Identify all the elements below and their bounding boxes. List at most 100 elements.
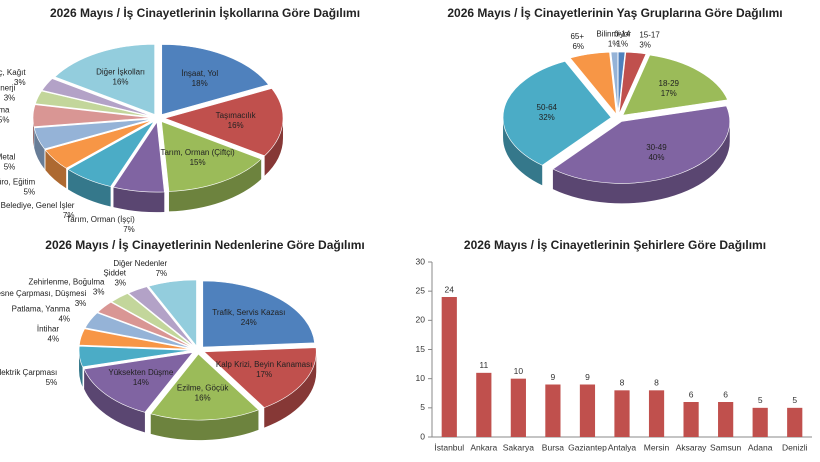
x-tick-label: Adana [748,442,773,452]
pie-slice [67,121,155,187]
slice-label: Diğer Nedenler [113,259,167,268]
slice-label: Metal [0,153,16,162]
pie-slice [203,347,317,408]
slice-depth [264,351,317,428]
slice-label: Diğer İşkolları [96,68,145,77]
x-tick-label: Denizli [782,442,808,452]
bar-value-label: 5 [792,395,797,405]
x-tick-label: Ankara [470,442,497,452]
bar [614,390,630,437]
slice-value-label: 1% [617,40,629,49]
pie-slice [97,301,193,348]
y-tick-label: 5 [420,402,425,412]
chart-title: 2026 Mayıs / İş Cinayetlerinin Yaş Grupl… [447,5,782,20]
bar-value-label: 8 [654,378,659,388]
slice-value-label: 24% [241,318,257,327]
slice-value-label: 3% [14,78,26,87]
slice-depth [84,369,145,433]
slice-value-label: 1% [608,40,620,49]
slice-value-label: 16% [195,394,211,403]
slice-label: Ağaç, Kağıt [0,68,26,77]
slice-label: Patlama, Yanma [12,305,71,314]
y-tick-label: 25 [416,285,426,295]
slice-value-label: 7% [156,269,168,278]
slice-value-label: 3% [4,94,16,103]
pie-slice [164,88,284,157]
bar [476,372,492,437]
bar-value-label: 6 [723,389,728,399]
slice-label: 65+ [570,32,584,41]
x-tick-label: Antalya [608,442,637,452]
bar [441,297,457,437]
pie-slice [41,78,152,117]
bar-value-label: 8 [620,378,625,388]
y-tick-label: 15 [416,344,426,354]
bar [510,378,526,437]
slice-label: Kalp Krizi, Beyin Kanaması [216,360,313,369]
slice-value-label: 4% [58,315,70,324]
x-tick-label: Aksaray [676,442,707,452]
slice-depth [552,121,730,204]
x-tick-label: Bursa [542,442,564,452]
slice-value-label: 16% [113,78,129,87]
pie-slice [84,312,192,349]
slice-depth [113,187,165,213]
bar-value-label: 9 [551,372,556,382]
slice-label: 18-29 [659,79,680,88]
pie-slice [569,51,617,116]
slice-depth [168,159,262,212]
slice-value-label: 15% [190,158,206,167]
bar-value-label: 10 [514,366,524,376]
slice-label: Nesne Çarpması, Düşmesi [0,289,86,298]
bar [648,390,665,437]
pie-slice [202,280,315,348]
slice-depth [503,117,543,186]
slice-value-label: 5% [0,115,9,124]
y-tick-label: 30 [416,256,426,266]
slice-value-label: 5% [24,188,36,197]
y-tick-label: 20 [416,315,426,325]
y-tick-label: 10 [416,373,426,383]
bar-value-label: 5 [758,395,763,405]
slice-label: Trafik, Servis Kazası [212,308,285,317]
pie-slice [161,121,262,192]
slice-value-label: 40% [648,153,664,162]
slice-value-label: 16% [228,121,244,130]
slice-value-label: 18% [192,79,208,88]
slice-value-label: 17% [661,89,677,98]
slice-label: İnşaat, Yol [181,69,218,78]
pie-slice [552,105,731,184]
pie-slice [79,328,192,350]
pie-slice [54,44,155,115]
pie-slice [128,286,195,347]
pie-slice [161,44,270,115]
bar-value-label: 9 [585,372,590,382]
bar [752,407,768,437]
slice-label: Enerji [0,84,16,93]
chart-title: 2026 Mayıs / İş Cinayetlerinin İşkolları… [50,5,360,20]
slice-label: Ticaret, Büro, Eğitim [0,178,35,187]
pie-slice [83,352,194,413]
pie-slice [32,104,152,127]
slice-label: 50-64 [537,103,558,112]
pie-slice [502,61,612,166]
slice-value-label: 6% [572,42,584,51]
x-tick-label: Samsun [710,442,741,452]
slice-value-label: 3% [114,278,126,287]
slice-value-label: 3% [93,288,105,297]
slice-label: Taşımacılık [216,111,257,120]
slice-label: Konaklama [0,105,10,114]
pie-slice [44,120,153,169]
slice-label: Elektrik Çarpması [0,368,57,377]
pie-slice [111,293,194,348]
chart-title: 2026 Mayıs / İş Cinayetlerinin Nedenleri… [45,237,364,252]
pie-slice [618,51,647,115]
x-tick-label: Sakarya [503,442,534,452]
pie-slice [112,121,165,193]
slice-label: 0-14 [614,30,631,39]
slice-label: Ezilme, Göçük [177,384,230,393]
bar [683,402,699,437]
pie-slice [33,118,152,150]
slice-value-label: 14% [133,378,149,387]
